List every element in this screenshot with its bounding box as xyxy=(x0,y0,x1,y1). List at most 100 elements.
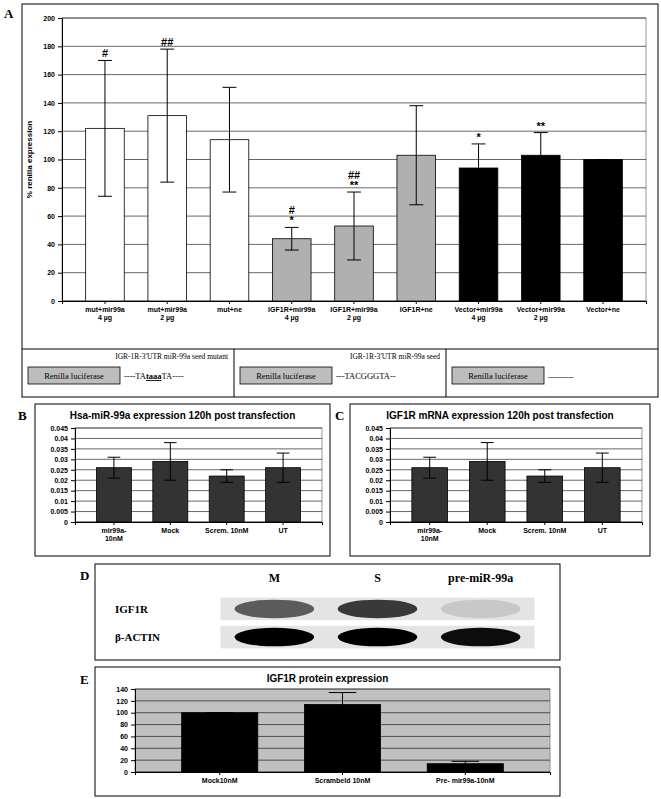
tick-mark xyxy=(386,428,390,429)
tick: 0.025 xyxy=(50,467,75,474)
tick-mark xyxy=(283,522,284,525)
tick: 0.02 xyxy=(369,477,390,484)
tick: Vector+mir99a4 µg xyxy=(454,301,502,322)
tick-mark xyxy=(131,725,135,726)
tick: 0.005 xyxy=(365,508,390,515)
row-label: IGF1R xyxy=(115,603,149,615)
axis-line xyxy=(386,429,391,523)
tick: 200 xyxy=(43,15,62,22)
tick: Vector+ne xyxy=(586,301,620,313)
error-bar xyxy=(329,693,356,717)
tick-mark xyxy=(71,438,75,439)
tick-label: 0.035 xyxy=(50,446,68,453)
tick-mark xyxy=(465,772,466,775)
axis-line xyxy=(131,690,136,773)
tick-mark xyxy=(58,46,62,47)
tick-label: 140 xyxy=(43,100,55,107)
annotation: # xyxy=(102,47,108,59)
tick-mark xyxy=(131,772,135,773)
lane-label: S xyxy=(374,571,381,585)
tick-label: 100 xyxy=(116,709,128,716)
error-bar xyxy=(423,457,436,478)
annotation: ** xyxy=(350,179,359,191)
tick-label: 0.02 xyxy=(369,477,383,484)
tick-label: 0.005 xyxy=(365,508,383,515)
tick: 40 xyxy=(120,745,135,752)
tick-label: 0.025 xyxy=(365,467,383,474)
tick-label: Pre- mir99a-10nM xyxy=(436,777,495,784)
y-axis: 020406080100120140 xyxy=(116,686,135,776)
error-bar xyxy=(481,443,494,481)
annotation: ** xyxy=(536,120,545,132)
tick-mark xyxy=(71,501,75,502)
tick: Mock xyxy=(478,522,496,534)
error-bar xyxy=(277,453,290,482)
construct: Renilla luciferase——— xyxy=(446,349,658,397)
panel: 00.0050.010.0150.020.0250.030.0350.040.0… xyxy=(350,404,650,556)
panel: MSpre-miR-99aIGF1Rβ-ACTIN xyxy=(95,564,560,660)
panel-label: E xyxy=(80,672,89,687)
tick: IGF1R+mir99a2 µg xyxy=(330,301,377,322)
tick-mark xyxy=(386,501,390,502)
band xyxy=(234,600,314,619)
tick-mark xyxy=(540,301,541,304)
tick-mark xyxy=(58,75,62,76)
tick: 0.01 xyxy=(369,498,390,505)
construct-divider xyxy=(234,349,446,350)
tick-label: Mock xyxy=(161,527,179,534)
tick-mark xyxy=(386,459,390,460)
tick: 20 xyxy=(120,757,135,764)
y-axis: 00.0050.010.0150.020.0250.030.0350.040.0… xyxy=(50,425,75,526)
tick-mark xyxy=(71,480,75,481)
band xyxy=(338,628,418,647)
error-bar xyxy=(409,106,423,205)
construct: IGR-1R-3'UTR miR-99a seed mutantRenilla … xyxy=(22,349,234,384)
error-bar xyxy=(164,443,177,481)
tick-mark xyxy=(71,428,75,429)
lane-label: pre-miR-99a xyxy=(448,571,513,585)
tick-mark xyxy=(71,491,75,492)
tick: 160 xyxy=(43,71,62,78)
tick-mark xyxy=(58,188,62,189)
tick: 0 xyxy=(379,519,390,526)
tick-label: 0.025 xyxy=(50,467,68,474)
tick-mark xyxy=(544,522,545,525)
tick-label: Vector+ne xyxy=(586,306,620,313)
tick-label: 0 xyxy=(51,298,55,305)
tick-label: 0.045 xyxy=(50,425,68,432)
tick: 180 xyxy=(43,43,62,50)
panel-frame xyxy=(95,667,560,796)
tick: 140 xyxy=(43,100,62,107)
plot-area xyxy=(390,428,642,522)
tick-mark xyxy=(71,449,75,450)
plot-area xyxy=(75,428,322,522)
band xyxy=(441,600,521,619)
tick-mark xyxy=(58,301,62,302)
tick-mark xyxy=(603,301,604,304)
y-axis-title: % renilla expression xyxy=(25,121,34,198)
luciferase-label: Renilla luciferase xyxy=(468,371,528,381)
tick-mark xyxy=(113,522,114,525)
tick: 100 xyxy=(116,709,135,716)
tick-label: 200 xyxy=(43,15,55,22)
tick-mark xyxy=(71,522,75,523)
y-axis: 020406080100120140160180200 xyxy=(43,15,62,305)
tick: 0.04 xyxy=(369,435,390,442)
tick-label: IGF1R+ne xyxy=(400,306,433,313)
tick-mark xyxy=(219,772,220,775)
axis-line xyxy=(58,19,63,302)
tick-mark xyxy=(167,301,168,304)
marks xyxy=(412,443,620,522)
tick-mark xyxy=(58,160,62,161)
tick: Mock10nM xyxy=(202,772,238,784)
error-bar xyxy=(223,87,237,192)
tick: UT xyxy=(598,522,608,534)
luciferase-label: Renilla luciferase xyxy=(44,371,104,381)
tick-label: Screm. 10nM xyxy=(523,527,566,534)
tick: 0.035 xyxy=(50,446,75,453)
tick: 0.03 xyxy=(54,456,75,463)
tick-label: mut+ne xyxy=(217,306,242,313)
tick-mark xyxy=(170,522,171,525)
tick: mut+ne xyxy=(217,301,242,313)
x-axis: mir99a-10nMMockScrem. 10nMUT xyxy=(76,522,323,542)
